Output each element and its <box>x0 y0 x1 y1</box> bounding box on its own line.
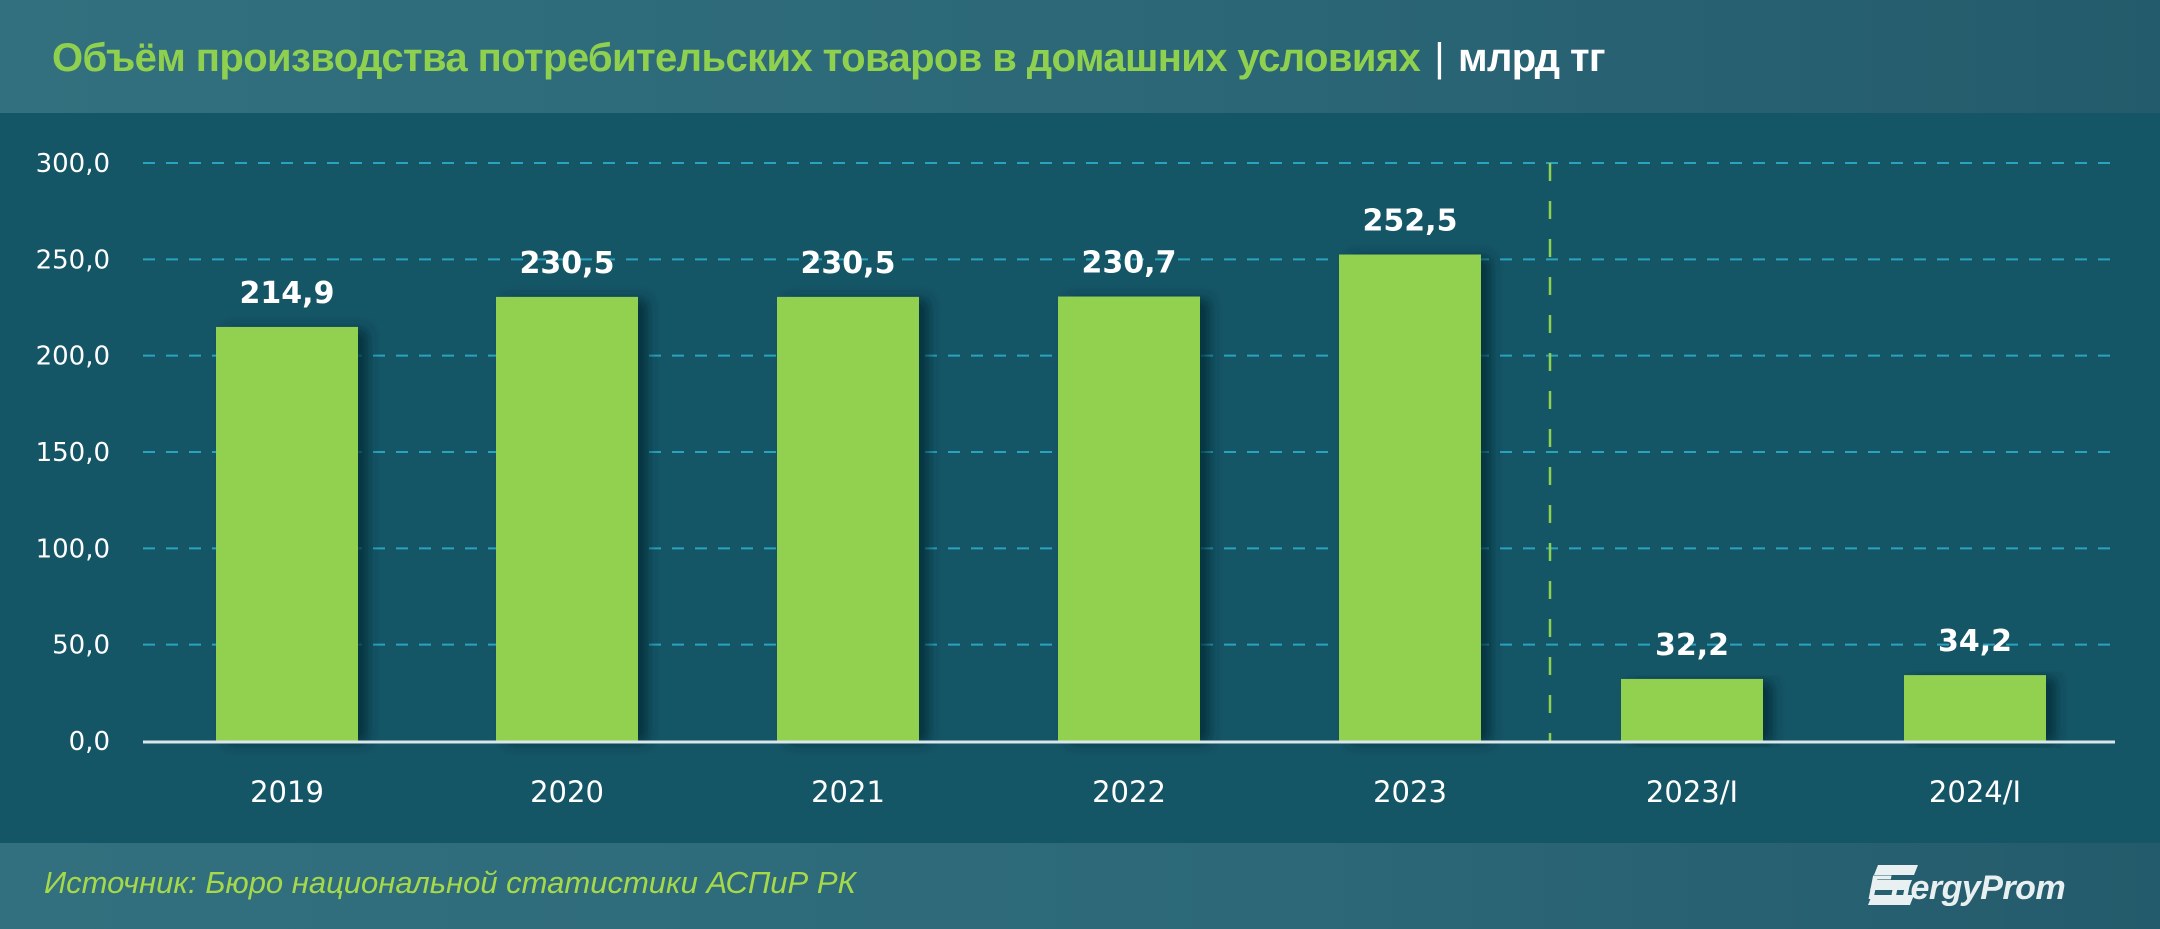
x-tick-label: 2022 <box>1092 775 1166 809</box>
bar-2024/I <box>1904 675 2046 741</box>
x-tick-label: 2024/I <box>1929 775 2021 809</box>
title-separator: | <box>1434 36 1444 80</box>
y-tick-label: 150,0 <box>36 438 110 468</box>
x-tick-label: 2019 <box>250 775 324 809</box>
y-tick-label: 100,0 <box>36 534 110 564</box>
y-tick-label: 200,0 <box>36 342 110 372</box>
value-label: 252,5 <box>1363 204 1458 239</box>
value-label: 34,2 <box>1938 624 2012 659</box>
bar-2023/I <box>1621 678 1763 741</box>
chart-header: Объём производства потребительских товар… <box>0 0 2160 113</box>
brand-logo: EnergyProm <box>1868 863 2066 913</box>
chart-footer: Источник: Бюро национальной статистики А… <box>0 843 2160 929</box>
bar-2022 <box>1058 296 1200 741</box>
y-tick-label: 250,0 <box>36 245 110 275</box>
value-label: 230,7 <box>1082 246 1177 281</box>
chart-title-text: Объём производства потребительских товар… <box>52 36 1421 80</box>
x-tick-label: 2023/I <box>1646 775 1738 809</box>
bar-2020 <box>496 296 638 741</box>
value-label: 214,9 <box>240 276 335 311</box>
source-note: Источник: Бюро национальной статистики А… <box>44 865 856 900</box>
bar-2021 <box>777 296 919 741</box>
chart-title: Объём производства потребительских товар… <box>52 36 1606 81</box>
y-tick-label: 0,0 <box>69 727 110 757</box>
value-label: 230,5 <box>520 246 615 281</box>
bar-chart: 0,0 50,0 100,0 150,0 200,0 250,0 300,0 214,9 201… <box>36 149 2115 809</box>
y-tick-label: 300,0 <box>36 149 110 179</box>
bar-2019 <box>216 326 358 741</box>
energyprom-logo-icon <box>1868 865 1918 905</box>
x-tick-label: 2020 <box>530 775 604 809</box>
chart-plot-area: 0,0 50,0 100,0 150,0 200,0 250,0 300,0 214,9 201… <box>0 113 2160 843</box>
value-label: 230,5 <box>801 246 896 281</box>
x-tick-label: 2023 <box>1373 775 1447 809</box>
x-tick-label: 2021 <box>811 775 885 809</box>
value-label: 32,2 <box>1655 628 1729 663</box>
chart-unit: млрд тг <box>1458 36 1606 80</box>
bar-2023 <box>1339 254 1481 741</box>
y-tick-label: 50,0 <box>52 631 110 661</box>
